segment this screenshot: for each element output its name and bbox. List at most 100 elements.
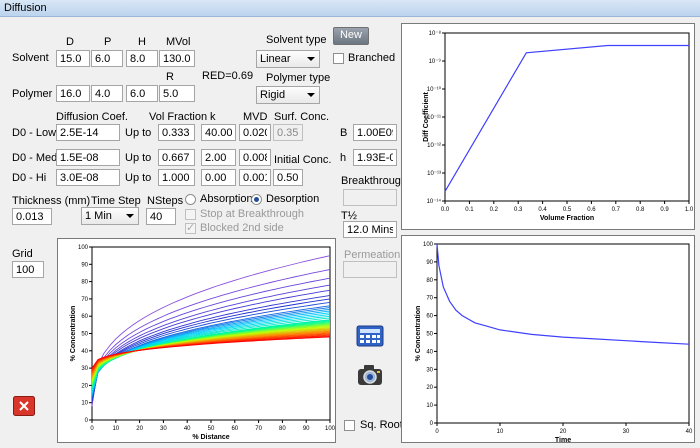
permeation-field[interactable] (343, 261, 397, 278)
concentration-profile-chart: 0 10 20 30 40 50 60 70 80 90 100 0 10 20 30 40 50 60 70 80 9… (57, 238, 336, 443)
header-diffusion-coef: Diffusion Coef. (56, 111, 128, 123)
header-h: H (138, 36, 146, 48)
x-tick-label: 0 (435, 429, 439, 435)
polymer-type-value: Rigid (260, 89, 286, 101)
d0-hi-label: D0 - Hi (12, 172, 47, 184)
absorption-radio[interactable] (185, 194, 196, 205)
b-field[interactable] (353, 124, 397, 141)
initial-conc-label: Initial Conc. (274, 154, 332, 166)
d0-low-k-field[interactable] (201, 124, 236, 141)
header-p: P (104, 36, 112, 48)
x-tick-label: 10 (497, 429, 504, 435)
diff-coefficient-svg: 0.0 0.1 0.2 0.3 0.4 0.5 0.6 0.7 0.8 0.9 1.0 10⁻¹⁴ 10… (423, 30, 694, 222)
d0-hi-k-field[interactable] (201, 169, 236, 186)
absorption-label: Absorption (200, 193, 253, 205)
initial-conc-field[interactable] (273, 169, 303, 186)
sq-root-label: Sq. Root (360, 419, 403, 431)
y-tick-label: 60 (426, 314, 433, 320)
y-tick-label: 90 (426, 260, 433, 266)
x-tick-label: 40 (184, 426, 191, 432)
t-half-field[interactable] (343, 221, 397, 238)
time-step-select[interactable]: 1 Min (81, 207, 139, 225)
concentration-time-chart: 0 10 20 30 40 0 10 20 30 40 50 60 70 80 90 100 Time % Con… (401, 235, 695, 444)
d0-hi-diff-field[interactable] (56, 169, 120, 186)
y-tick-label: 20 (81, 383, 88, 389)
close-button[interactable] (13, 396, 35, 416)
grid-field[interactable] (12, 261, 44, 278)
solvent-mvol-field[interactable] (159, 50, 195, 67)
polymer-d-field[interactable] (56, 85, 90, 102)
header-mvd: MVD (243, 111, 268, 123)
camera-icon (358, 365, 382, 385)
x-tick-label: 0 (90, 426, 94, 432)
d0-low-mvd-field[interactable] (239, 124, 271, 141)
solvent-type-label: Solvent type (266, 34, 327, 46)
solvent-type-select[interactable]: Linear (256, 50, 320, 68)
x-tick-label: 0.3 (514, 207, 523, 213)
d0-med-k-field[interactable] (201, 149, 236, 166)
y-tick-label: 80 (81, 280, 88, 286)
d0-low-vol-field[interactable] (158, 124, 195, 141)
sq-root-checkbox[interactable] (344, 420, 355, 431)
branched-checkbox[interactable] (333, 53, 344, 64)
polymer-type-select[interactable]: Rigid (256, 86, 320, 104)
x-tick-label: 0.6 (587, 207, 596, 213)
red-value: RED=0.69 (202, 70, 254, 82)
desorption-label: Desorption (266, 193, 320, 205)
calculator-button[interactable] (356, 325, 384, 347)
y-tick-label: 10⁻¹¹ (427, 115, 441, 121)
d0-med-mvd-field[interactable] (239, 149, 271, 166)
permeation-label: Permeation (344, 249, 401, 261)
y-tick-label: 50 (81, 332, 88, 338)
solvent-d-field[interactable] (56, 50, 90, 67)
polymer-r-field[interactable] (159, 85, 195, 102)
d0-med-diff-field[interactable] (56, 149, 120, 166)
header-vol-fraction: Vol Fraction (149, 111, 208, 123)
d0-low-diff-field[interactable] (56, 124, 120, 141)
new-button[interactable]: New (333, 27, 369, 45)
nsteps-field[interactable] (146, 208, 176, 225)
solvent-p-field[interactable] (91, 50, 123, 67)
desorption-radio[interactable] (251, 194, 262, 205)
window-title: Diffusion (4, 2, 47, 14)
title-bar: Diffusion (0, 0, 700, 17)
x-tick-label: 90 (303, 426, 310, 432)
plot-area (444, 32, 690, 202)
breakthrough-label: Breakthrough (341, 175, 408, 187)
d0-low-label: D0 - Low (12, 127, 57, 139)
stop-breakthrough-checkbox[interactable] (185, 209, 196, 220)
x-tick-label: 70 (255, 426, 262, 432)
x-axis-label: % Distance (192, 434, 229, 441)
y-tick-label: 10⁻¹² (427, 143, 441, 149)
y-tick-label: 10⁻¹³ (427, 171, 441, 177)
h-field[interactable] (353, 149, 397, 166)
solvent-h-field[interactable] (126, 50, 158, 67)
y-tick-label: 70 (426, 296, 433, 302)
blocked-2nd-side-label: Blocked 2nd side (200, 222, 284, 234)
concentration-profile-svg: 0 10 20 30 40 50 60 70 80 90 100 0 10 20 30 40 50 60 70 80 9… (70, 245, 336, 441)
y-tick-label: 10 (81, 401, 88, 407)
y-tick-label: 90 (81, 262, 88, 268)
d0-med-vol-field[interactable] (158, 149, 195, 166)
y-tick-label: 30 (426, 367, 433, 373)
polymer-p-field[interactable] (91, 85, 123, 102)
thickness-field[interactable] (12, 208, 52, 225)
d0-hi-vol-field[interactable] (158, 169, 195, 186)
y-axis-label: % Concentration (70, 306, 77, 362)
y-tick-label: 10⁻¹⁰ (427, 86, 442, 93)
y-tick-label: 70 (81, 297, 88, 303)
x-tick-label: 0.1 (465, 207, 474, 213)
b-label: B (340, 127, 348, 139)
d0-med-label: D0 - Med (12, 152, 58, 164)
y-tick-label: 100 (78, 245, 89, 251)
surf-conc-field[interactable] (273, 124, 303, 141)
blocked-2nd-side-checkbox[interactable] (185, 221, 196, 234)
x-tick-label: 30 (623, 429, 630, 435)
d0-hi-mvd-field[interactable] (239, 169, 271, 186)
polymer-h-field[interactable] (126, 85, 158, 102)
camera-button[interactable] (356, 363, 384, 387)
y-tick-label: 50 (426, 332, 433, 338)
profile-series-line (91, 301, 331, 399)
breakthrough-field[interactable] (343, 189, 397, 206)
